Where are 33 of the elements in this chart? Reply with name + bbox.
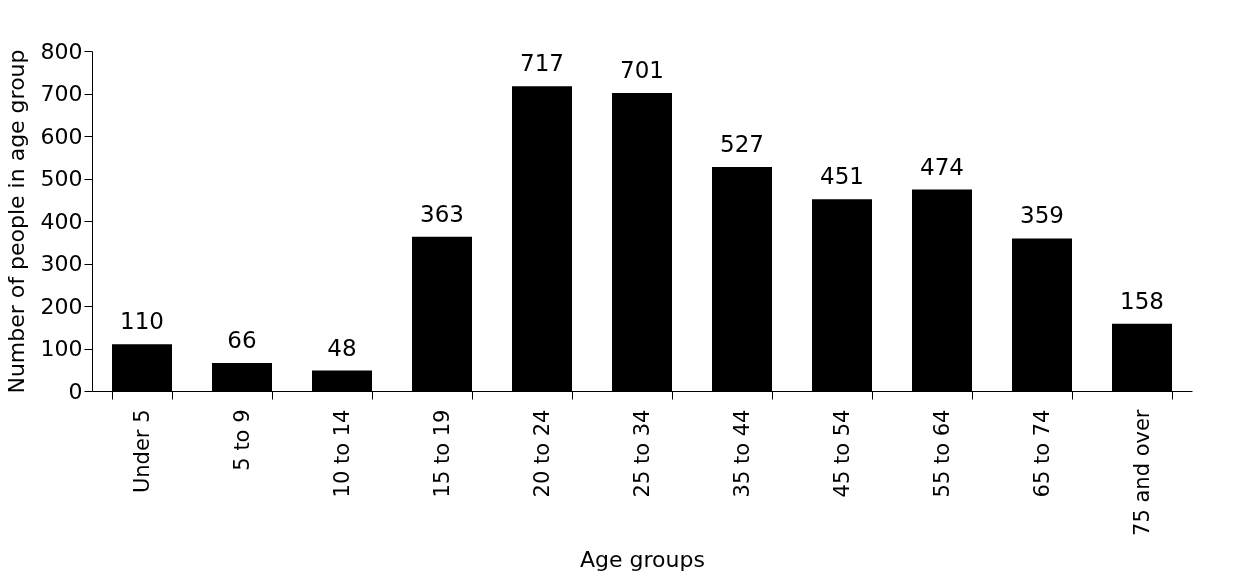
y-tick-label: 800 — [40, 38, 83, 64]
data-label: 359 — [1020, 202, 1064, 229]
y-axis-title: Number of people in age group — [3, 49, 29, 394]
x-tick-label: 15 to 19 — [429, 409, 454, 498]
data-label: 474 — [920, 153, 964, 180]
data-label: 66 — [227, 326, 257, 353]
y-tick-label: 400 — [40, 208, 83, 234]
x-tick-label: 10 to 14 — [329, 409, 354, 498]
x-tick-label: 20 to 24 — [529, 409, 554, 498]
y-tick-label: 0 — [68, 378, 83, 404]
data-label: 363 — [420, 200, 464, 227]
y-tick-label: 300 — [40, 251, 83, 276]
data-label: 451 — [820, 163, 864, 190]
x-tick-label: 25 to 34 — [629, 409, 654, 498]
x-tick-label: 5 to 9 — [229, 409, 254, 471]
x-tick-label: Under 5 — [129, 409, 154, 494]
x-tick-label: 35 to 44 — [729, 409, 754, 498]
x-tick-label: 65 to 74 — [1029, 409, 1054, 498]
data-label: 158 — [1120, 287, 1164, 314]
x-tick-label: 55 to 64 — [929, 409, 954, 498]
data-label: 717 — [520, 50, 564, 77]
y-tick-label: 500 — [40, 166, 83, 191]
y-tick-label: 700 — [40, 81, 83, 106]
x-tick-label: 75 and over — [1129, 409, 1154, 536]
x-tick-label: 45 to 54 — [829, 409, 854, 498]
x-axis-title: Age groups — [580, 546, 705, 572]
y-tick-label: 200 — [40, 293, 83, 319]
y-tick-label: 100 — [40, 336, 83, 361]
data-label: 701 — [620, 57, 664, 84]
y-tick-label: 600 — [40, 123, 83, 149]
data-label: 527 — [720, 131, 764, 158]
data-label: 48 — [327, 334, 357, 361]
data-label: 110 — [120, 308, 164, 335]
